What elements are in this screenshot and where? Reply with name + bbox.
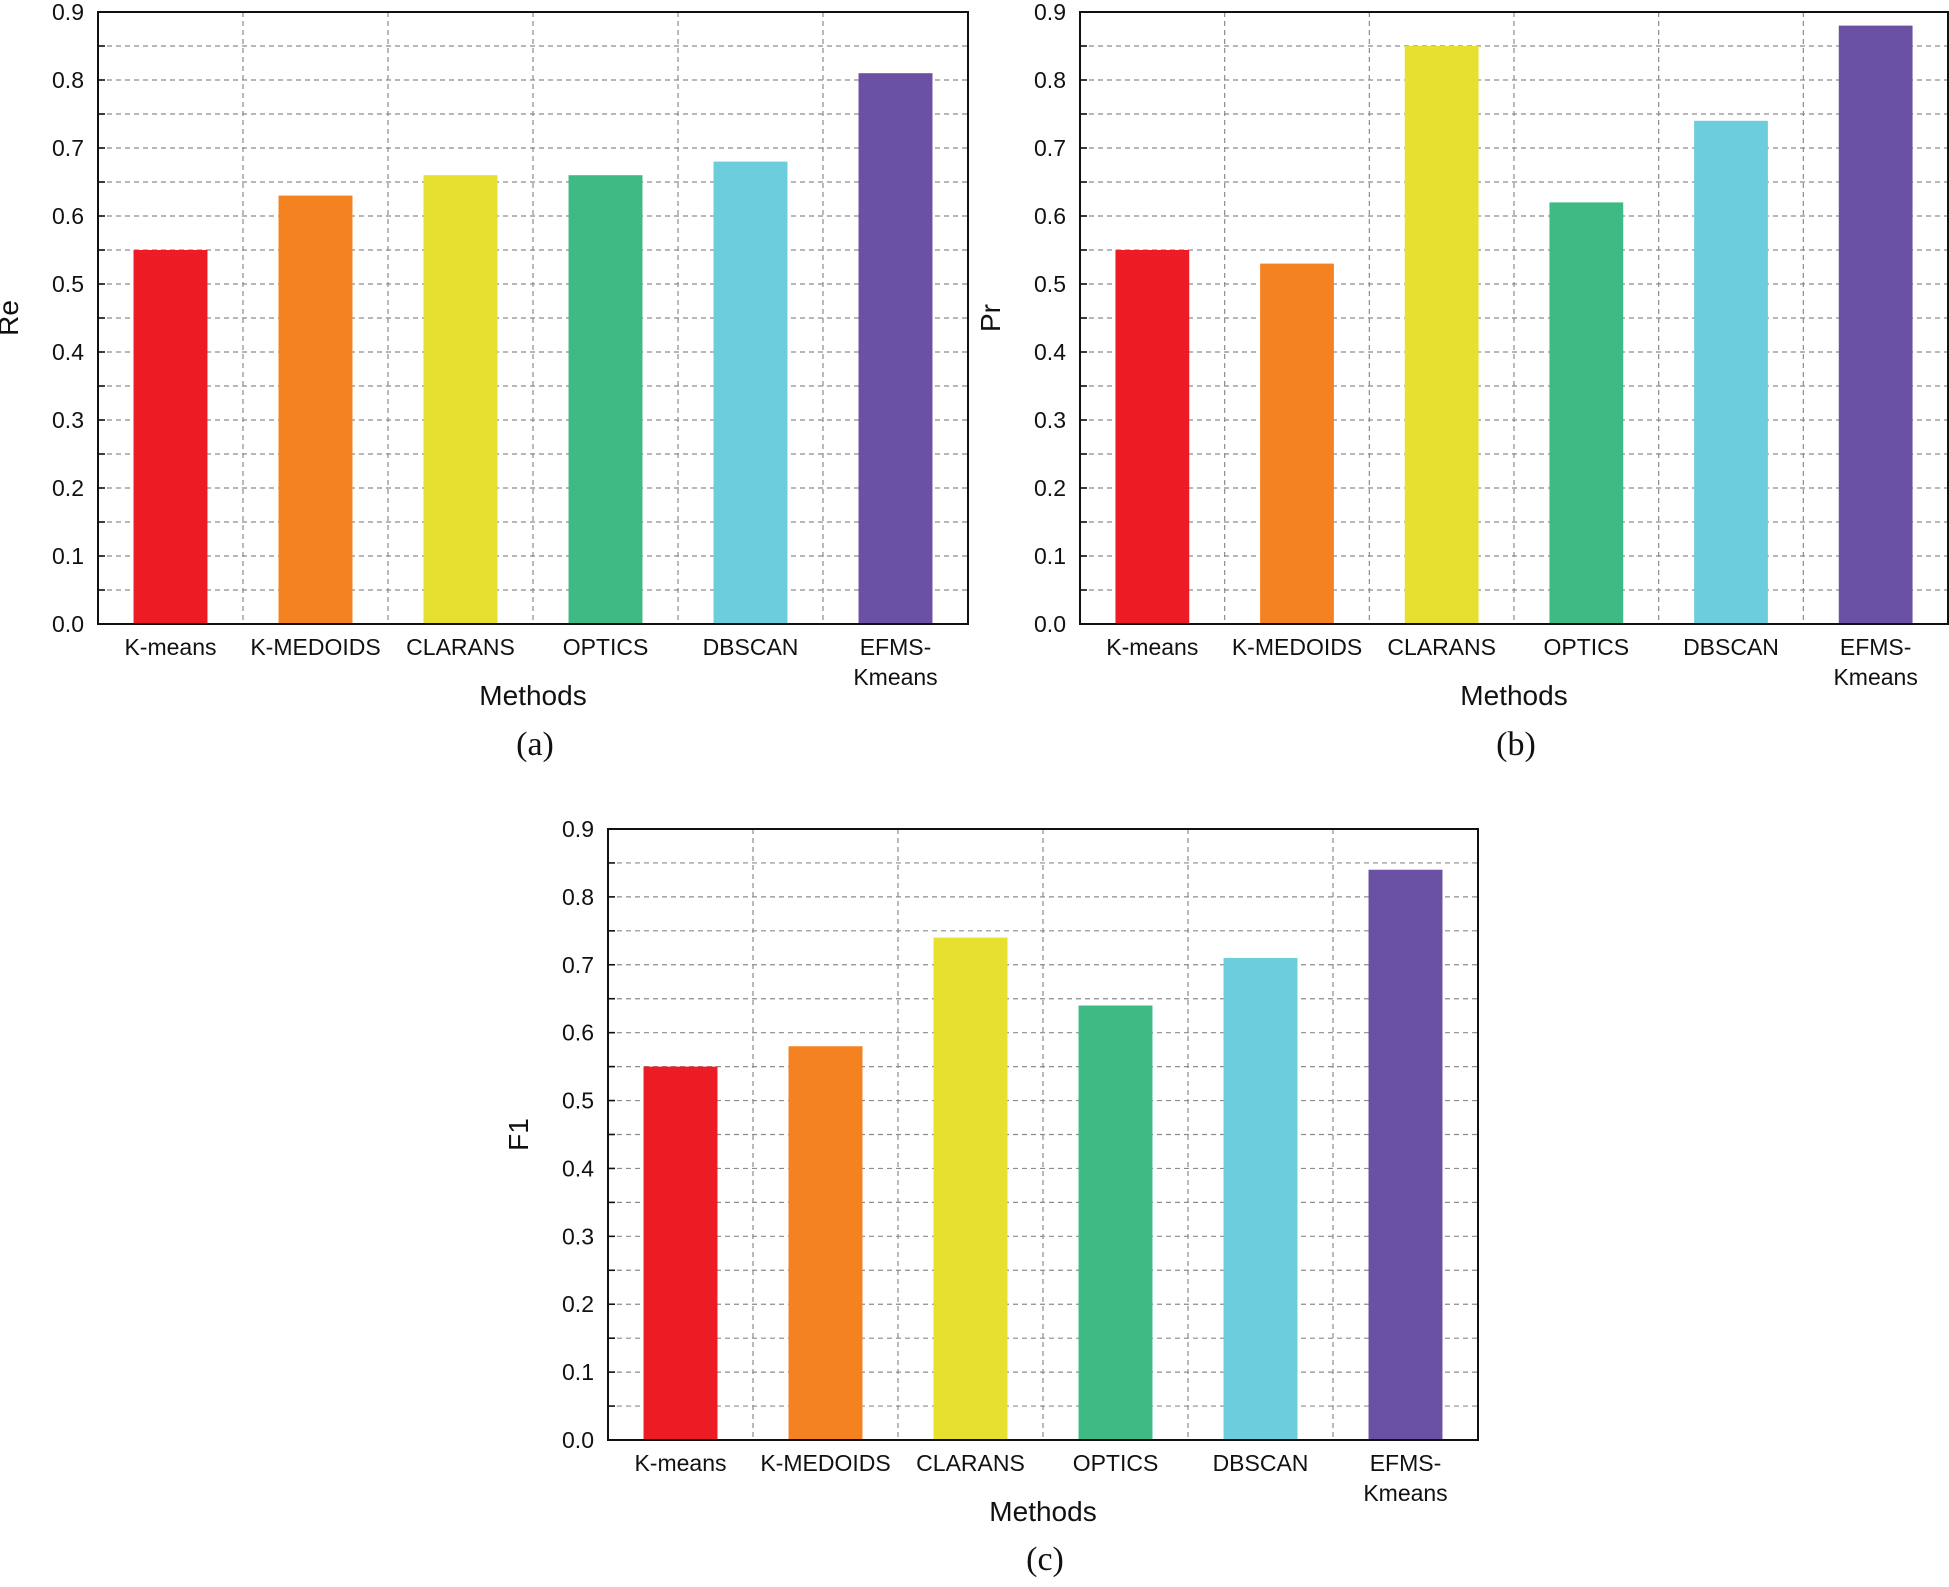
chart-c-ytick-label: 0.5 [562, 1088, 594, 1114]
chart-b-ytick-label: 0.7 [1034, 135, 1066, 161]
chart-b-caption: (b) [1496, 726, 1536, 763]
chart-a-bar-efms-kmeans [858, 73, 933, 624]
chart-c-ytick-label: 0.2 [562, 1291, 594, 1317]
chart-b-xtick-label: OPTICS [1544, 634, 1630, 660]
chart-panel-a: 0.0 0.1 0.2 0.3 0.4 0.5 0.6 0.7 0.8 0.9 K-means K-M… [0, 0, 969, 763]
chart-c-xtick-label: K-means [634, 1450, 726, 1476]
chart-b-ytick-label: 0.4 [1034, 339, 1066, 365]
chart-b-y-axis-title: Pr [975, 304, 1006, 332]
chart-panel-b: 0.0 0.1 0.2 0.3 0.4 0.5 0.6 0.7 0.8 0.9 K-means K-M… [975, 0, 1949, 763]
chart-c-caption: (c) [1026, 1541, 1064, 1578]
chart-a-ytick-label: 0.0 [52, 611, 84, 637]
chart-c-bar-k-means [643, 1066, 718, 1440]
chart-a-ytick-label: 0.7 [52, 135, 84, 161]
chart-b-ytick-label: 0.3 [1034, 407, 1066, 433]
chart-b-ytick-label: 0.6 [1034, 203, 1066, 229]
chart-b-bar-k-medoids [1260, 263, 1334, 624]
chart-c-bar-efms-kmeans [1368, 869, 1443, 1440]
chart-a-plot-frame [97, 11, 969, 625]
chart-b-bar-dbscan [1694, 120, 1768, 625]
chart-a-xtick-label: DBSCAN [703, 634, 799, 660]
chart-b-bar-efms-kmeans [1838, 25, 1913, 625]
chart-a-bar-optics [568, 175, 643, 624]
chart-c-plot-frame [607, 828, 1479, 1441]
chart-c-bar-k-medoids [788, 1046, 863, 1440]
chart-a-ytick-label: 0.5 [52, 271, 84, 297]
chart-b-bar-clarans [1404, 46, 1479, 624]
chart-a-ytick-label: 0.8 [52, 67, 84, 93]
chart-b-ytick-label: 0.0 [1034, 611, 1066, 637]
chart-a-ytick-label: 0.9 [52, 0, 84, 25]
chart-a-ytick-label: 0.1 [52, 543, 84, 569]
chart-c-xtick-label: CLARANS [916, 1450, 1025, 1476]
chart-c-xtick-label: K-MEDOIDS [760, 1450, 890, 1476]
chart-b-xtick-label: K-means [1106, 634, 1198, 660]
chart-b-ytick-label: 0.9 [1034, 0, 1066, 25]
chart-a-ytick-label: 0.6 [52, 203, 84, 229]
chart-c-ytick-label: 0.1 [562, 1359, 594, 1385]
chart-a-bar-clarans [423, 175, 498, 624]
chart-c-ytick-label: 0.4 [562, 1155, 594, 1181]
chart-a-bar-k-means [133, 250, 208, 624]
chart-c-xtick-label: DBSCAN [1213, 1450, 1309, 1476]
chart-c-xtick-label: OPTICS [1073, 1450, 1159, 1476]
chart-b-bar-optics [1549, 202, 1624, 624]
chart-c-x-axis-title: Methods [989, 1496, 1096, 1527]
chart-b-xtick-label: DBSCAN [1683, 634, 1779, 660]
chart-c-ytick-label: 0.0 [562, 1427, 594, 1453]
chart-a-y-axis-title: Re [0, 300, 24, 336]
chart-b-xtick-label: CLARANS [1387, 634, 1496, 660]
chart-b-ytick-label: 0.2 [1034, 475, 1066, 501]
chart-b-ytick-label: 0.1 [1034, 543, 1066, 569]
chart-c-ytick-label: 0.9 [562, 816, 594, 842]
chart-a-ytick-label: 0.3 [52, 407, 84, 433]
chart-a-xtick-label: EFMS-Kmeans [853, 634, 937, 690]
chart-b-ytick-label: 0.5 [1034, 271, 1066, 297]
chart-c-ytick-label: 0.6 [562, 1020, 594, 1046]
chart-b-x-axis-title: Methods [1460, 680, 1567, 711]
chart-b-bar-k-means [1115, 250, 1190, 624]
chart-a-bar-dbscan [713, 161, 788, 624]
chart-a-bar-k-medoids [278, 195, 353, 624]
chart-b-xtick-label: EFMS-Kmeans [1833, 634, 1917, 690]
chart-panel-c: 0.0 0.1 0.2 0.3 0.4 0.5 0.6 0.7 0.8 0.9 K-means K-M… [503, 816, 1479, 1578]
chart-a-ytick-label: 0.2 [52, 475, 84, 501]
chart-b-plot-frame [1079, 11, 1949, 625]
chart-a-xtick-label: OPTICS [563, 634, 649, 660]
chart-c-y-axis-title: F1 [503, 1118, 534, 1151]
chart-b-ytick-label: 0.8 [1034, 67, 1066, 93]
chart-c-bar-dbscan [1223, 957, 1298, 1440]
chart-a-xtick-label: K-MEDOIDS [250, 634, 380, 660]
chart-c-ytick-label: 0.7 [562, 952, 594, 978]
chart-a-xtick-label: K-means [124, 634, 216, 660]
chart-c-xtick-label: EFMS-Kmeans [1363, 1450, 1447, 1506]
chart-a-xtick-label: CLARANS [406, 634, 515, 660]
chart-b-xtick-label: K-MEDOIDS [1232, 634, 1362, 660]
chart-a-ytick-label: 0.4 [52, 339, 84, 365]
chart-a-x-axis-title: Methods [479, 680, 586, 711]
chart-c-bar-clarans [933, 937, 1008, 1440]
chart-c-bar-optics [1078, 1005, 1153, 1440]
chart-a-caption: (a) [516, 726, 554, 763]
chart-c-ytick-label: 0.3 [562, 1223, 594, 1249]
chart-c-ytick-label: 0.8 [562, 884, 594, 910]
